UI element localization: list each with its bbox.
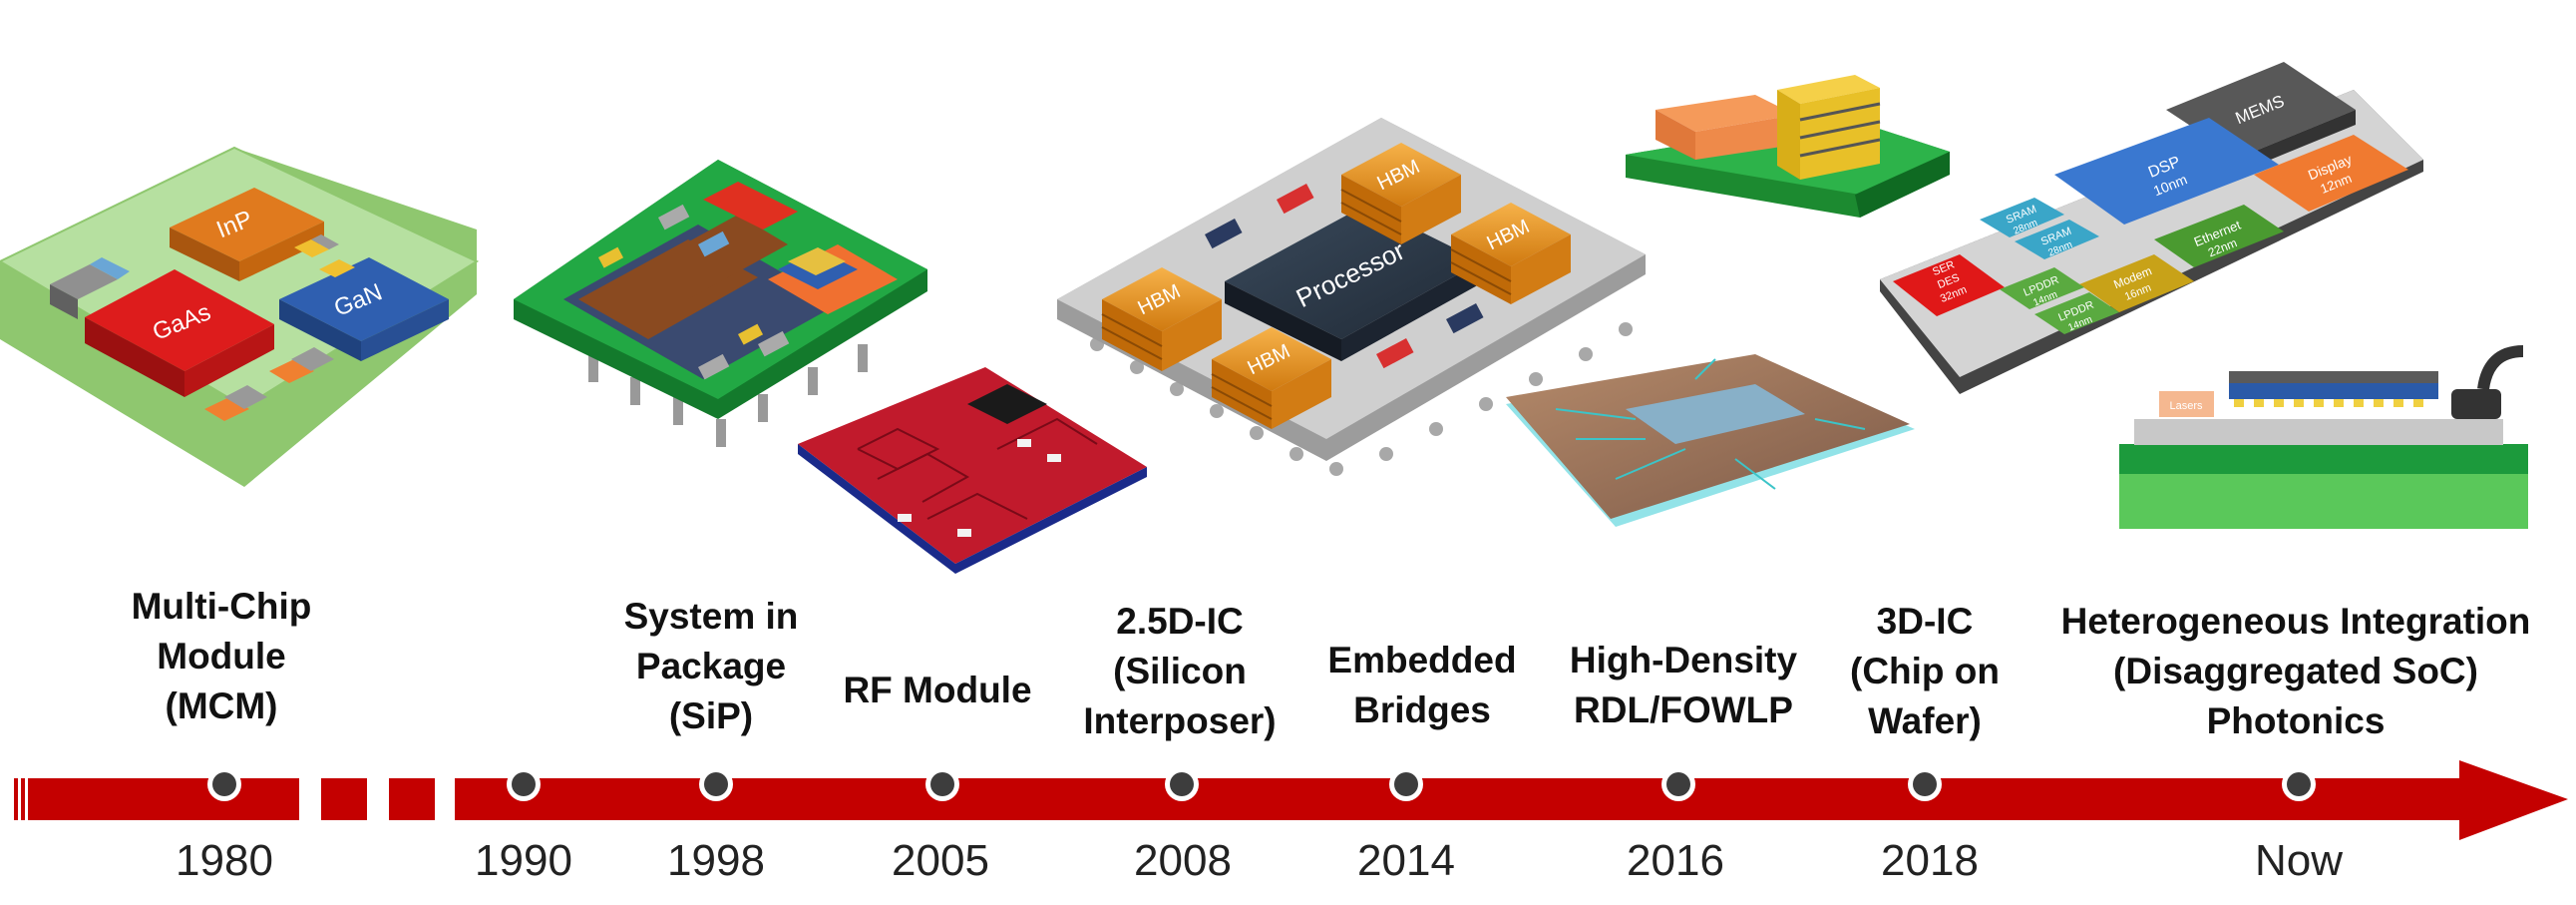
sip-pins <box>588 344 868 447</box>
chiplet-modem <box>2079 254 2194 312</box>
arrow-segment-2 <box>321 778 367 820</box>
chip-inp <box>170 188 324 261</box>
photonics-interposer <box>2134 419 2503 445</box>
milestone-dots <box>207 767 2316 801</box>
label-line: Interposer) <box>1083 700 1277 741</box>
year-1990: 1990 <box>475 836 572 885</box>
label-line: (Chip on <box>1849 651 2001 691</box>
arrow-segment-1 <box>28 778 299 820</box>
year-1998: 1998 <box>667 836 765 885</box>
label-line: 2.5D-IC <box>1116 601 1244 642</box>
label-line: 3D-IC <box>1876 601 1974 642</box>
sip-illustration <box>514 160 927 447</box>
photonics-illustration: Lasers <box>2119 345 2528 529</box>
sip-passives <box>598 204 790 380</box>
hbm-stack-4: HBM <box>1211 327 1331 429</box>
interposer-balls <box>1090 322 1633 476</box>
fiber-connector <box>2451 389 2501 419</box>
label-line: Embedded <box>1327 640 1517 680</box>
interposer-passives <box>1205 184 1484 369</box>
milestone-dot-hi <box>2287 772 2311 796</box>
rf-module-illustration <box>798 367 1147 574</box>
fowlp-illustration <box>1506 354 1915 527</box>
label-line: (MCM) <box>165 685 278 726</box>
year-2016: 2016 <box>1627 836 1724 885</box>
soc-substrate <box>1880 90 2423 377</box>
milestone-dot-rf <box>930 772 954 796</box>
year-2014: 2014 <box>1357 836 1455 885</box>
soc-illustration: MEMS DSP 10nm Display 12nm SRAM 28nm SRA… <box>1880 62 2423 394</box>
arrow-segment-3 <box>389 778 435 820</box>
label-mcm: Multi-Chip Module (MCM) <box>132 582 312 731</box>
milestone-dot-y1990 <box>512 772 536 796</box>
label-line: High-Density <box>1569 640 1798 680</box>
chiplet-sram-1 <box>1980 198 2064 237</box>
label-line: System in <box>623 596 799 637</box>
label-fowlp: High-Density RDL/FOWLP <box>1570 636 1797 735</box>
bridge-hbm-stack <box>1777 75 1881 180</box>
label-bridges: Embedded Bridges <box>1327 636 1516 735</box>
label-line: Module <box>157 636 286 677</box>
processor-die <box>1225 205 1481 339</box>
interposer-illustration: Processor HBM HBM HBM <box>1057 118 1646 476</box>
label-line: (SiP) <box>668 695 754 736</box>
label-line: (Disaggregated SoC) <box>2113 651 2478 691</box>
rf-board <box>798 367 1147 564</box>
label-line: Package <box>635 646 787 686</box>
label-line: (Silicon <box>1113 651 1247 691</box>
hbm-stack-3: HBM <box>1450 203 1571 304</box>
chiplet-display <box>2254 135 2408 212</box>
label-line: Bridges <box>1353 689 1491 730</box>
chiplet-serdes <box>1893 254 2005 316</box>
label-line: Heterogeneous Integration <box>2060 601 2531 642</box>
arrow-shaft <box>455 778 2459 820</box>
label-line: Multi-Chip <box>131 586 312 627</box>
year-2008: 2008 <box>1134 836 1232 885</box>
milestone-dot-fowlp <box>1666 772 1690 796</box>
label-line: Wafer) <box>1868 700 1982 741</box>
milestone-dot-interposer <box>1170 772 1194 796</box>
chiplet-sram-2 <box>2015 220 2099 259</box>
chiplet-dsp <box>2054 118 2279 225</box>
photonics-board <box>2119 444 2528 474</box>
year-now: Now <box>2254 836 2344 885</box>
label-line: RF Module <box>843 670 1032 710</box>
year-1980: 1980 <box>176 836 273 885</box>
timeline-arrow <box>14 760 2568 840</box>
chiplet-lpddr-2 <box>2034 292 2119 334</box>
label-cow: 3D-IC (Chip on Wafer) <box>1850 597 2000 746</box>
hbm-stack-1: HBM <box>1101 267 1222 371</box>
mcm-passives <box>50 234 355 421</box>
laser-label: Lasers <box>2169 400 2203 412</box>
arrow-head <box>2459 760 2568 840</box>
year-2018: 2018 <box>1881 836 1979 885</box>
hbm-stack-2: HBM <box>1340 143 1461 244</box>
chiplet-ethernet <box>2154 205 2284 267</box>
laser-block <box>2159 391 2214 417</box>
label-sip: System in Package (SiP) <box>624 592 799 741</box>
bridge-illustration <box>1626 75 1950 218</box>
milestone-dot-bridges <box>1394 772 1418 796</box>
label-hi: Heterogeneous Integration (Disaggregated… <box>2061 597 2531 746</box>
milestone-dot-mcm <box>212 772 236 796</box>
fowlp-die <box>1626 384 1805 444</box>
chip-gaas <box>85 269 274 371</box>
milestone-dot-coW <box>1913 772 1937 796</box>
year-2005: 2005 <box>892 836 989 885</box>
label-rf: RF Module <box>843 666 1031 715</box>
chiplet-lpddr-1 <box>2000 267 2084 309</box>
milestone-dot-sip <box>704 772 728 796</box>
label-line: RDL/FOWLP <box>1574 689 1793 730</box>
sip-die-2 <box>638 215 788 299</box>
label-interposer: 2.5D-IC (Silicon Interposer) <box>1083 597 1276 746</box>
rf-ic <box>967 384 1047 424</box>
chip-gan <box>279 257 449 341</box>
label-line: Photonics <box>2206 700 2386 741</box>
mcm-illustration: InP GaN GaAs <box>0 146 480 487</box>
